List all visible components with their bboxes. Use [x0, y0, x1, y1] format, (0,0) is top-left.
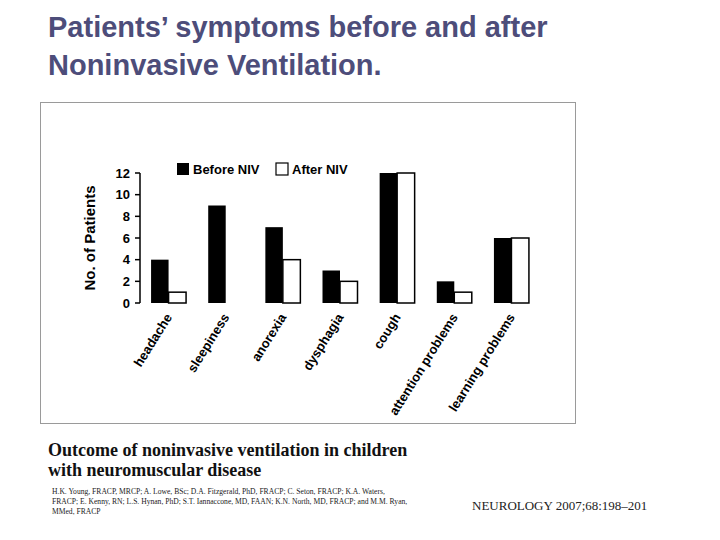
bar [380, 173, 398, 303]
bar [397, 173, 415, 303]
chart-frame [41, 103, 576, 424]
x-tick-label: cough [370, 311, 403, 352]
y-tick [135, 237, 140, 239]
y-tick-label: 8 [123, 209, 130, 224]
y-tick [135, 194, 140, 196]
slide-title: Patients’ symptoms before and after Noni… [48, 8, 678, 84]
legend-swatch [177, 163, 189, 175]
y-tick [135, 172, 140, 174]
x-tick-label: headache [131, 311, 176, 370]
legend-swatch [276, 163, 288, 175]
y-tick-label: 0 [123, 296, 130, 311]
bar [511, 238, 529, 303]
bar [454, 292, 472, 303]
bar [283, 260, 301, 303]
y-tick-label: 6 [123, 231, 130, 246]
bar [169, 292, 187, 303]
y-tick-label: 4 [123, 252, 131, 267]
bar [437, 281, 455, 303]
legend-label: Before NIV [193, 162, 260, 177]
x-tick-label: sleepiness [184, 311, 232, 375]
x-tick-label: dysphagia [300, 310, 347, 373]
y-tick-label: 12 [116, 166, 130, 181]
y-tick [135, 281, 140, 283]
y-axis-label: No. of Patients [81, 185, 98, 290]
y-tick [135, 216, 140, 218]
bar [323, 271, 341, 304]
y-tick-label: 2 [123, 274, 130, 289]
x-tick-label: anorexia [248, 310, 289, 364]
y-tick-label: 10 [116, 187, 130, 202]
citation-authors: H.K. Young, FRACP, MRCP; A. Lowe, BSc; D… [52, 487, 412, 517]
x-tick-label: learning problems [446, 311, 518, 415]
y-tick [135, 259, 140, 261]
bar [340, 281, 358, 303]
bar [151, 260, 169, 303]
bar [494, 238, 512, 303]
citation-title: Outcome of noninvasive ventilation in ch… [48, 440, 428, 480]
legend-label: After NIV [292, 162, 348, 177]
bar [226, 302, 244, 304]
citation-journal: NEUROLOGY 2007;68:198–201 [472, 498, 647, 514]
bars [151, 173, 529, 303]
bar [265, 227, 283, 303]
bar [208, 206, 226, 304]
y-tick [135, 302, 140, 304]
